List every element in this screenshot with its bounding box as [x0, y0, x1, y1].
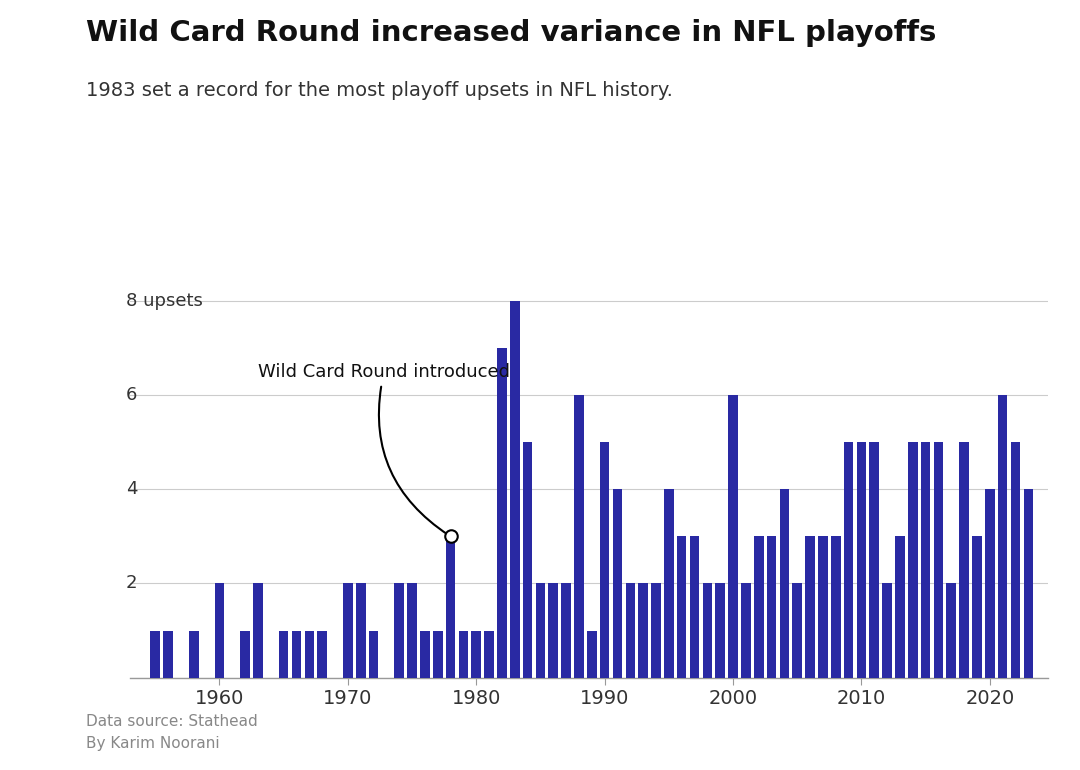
Text: 4: 4: [125, 480, 137, 498]
Bar: [253, 584, 262, 678]
Text: Wild Card Round introduced: Wild Card Round introduced: [258, 363, 510, 535]
Bar: [163, 631, 173, 678]
Text: Data source: Stathead
By Karim Noorani: Data source: Stathead By Karim Noorani: [86, 714, 258, 751]
Bar: [959, 442, 969, 678]
Text: 2: 2: [125, 574, 137, 592]
Bar: [599, 442, 609, 678]
Bar: [677, 537, 687, 678]
Bar: [638, 584, 648, 678]
Bar: [368, 631, 378, 678]
Bar: [780, 490, 789, 678]
Bar: [446, 537, 456, 678]
Bar: [1024, 490, 1034, 678]
Bar: [588, 631, 596, 678]
Bar: [215, 584, 225, 678]
Bar: [703, 584, 712, 678]
Bar: [856, 442, 866, 678]
Bar: [1011, 442, 1021, 678]
Bar: [150, 631, 160, 678]
Bar: [241, 631, 249, 678]
Bar: [933, 442, 943, 678]
Bar: [946, 584, 956, 678]
Bar: [895, 537, 905, 678]
Bar: [394, 584, 404, 678]
Bar: [472, 631, 481, 678]
Bar: [843, 442, 853, 678]
Bar: [549, 584, 558, 678]
Bar: [754, 537, 764, 678]
Bar: [484, 631, 494, 678]
Bar: [985, 490, 995, 678]
Bar: [921, 442, 931, 678]
Bar: [818, 537, 827, 678]
Bar: [562, 584, 571, 678]
Bar: [806, 537, 815, 678]
Bar: [575, 395, 584, 678]
Bar: [651, 584, 661, 678]
Bar: [523, 442, 532, 678]
Bar: [536, 584, 545, 678]
Bar: [625, 584, 635, 678]
Bar: [690, 537, 700, 678]
Bar: [497, 348, 507, 678]
Bar: [343, 584, 353, 678]
Bar: [882, 584, 892, 678]
Text: 8 upsets: 8 upsets: [125, 292, 203, 310]
Bar: [510, 301, 519, 678]
Bar: [318, 631, 327, 678]
Bar: [664, 490, 674, 678]
Bar: [189, 631, 199, 678]
Bar: [407, 584, 417, 678]
Bar: [356, 584, 365, 678]
Text: 1983 set a record for the most playoff upsets in NFL history.: 1983 set a record for the most playoff u…: [86, 81, 673, 100]
Bar: [793, 584, 802, 678]
Bar: [612, 490, 622, 678]
Bar: [908, 442, 918, 678]
Bar: [767, 537, 777, 678]
Bar: [459, 631, 469, 678]
Bar: [998, 395, 1008, 678]
Bar: [728, 395, 738, 678]
Bar: [305, 631, 314, 678]
Bar: [292, 631, 301, 678]
Bar: [715, 584, 725, 678]
Text: 6: 6: [125, 387, 137, 404]
Bar: [741, 584, 751, 678]
Text: Wild Card Round increased variance in NFL playoffs: Wild Card Round increased variance in NF…: [86, 19, 936, 47]
Bar: [279, 631, 288, 678]
Bar: [869, 442, 879, 678]
Bar: [420, 631, 430, 678]
Bar: [433, 631, 443, 678]
Bar: [972, 537, 982, 678]
Bar: [831, 537, 840, 678]
